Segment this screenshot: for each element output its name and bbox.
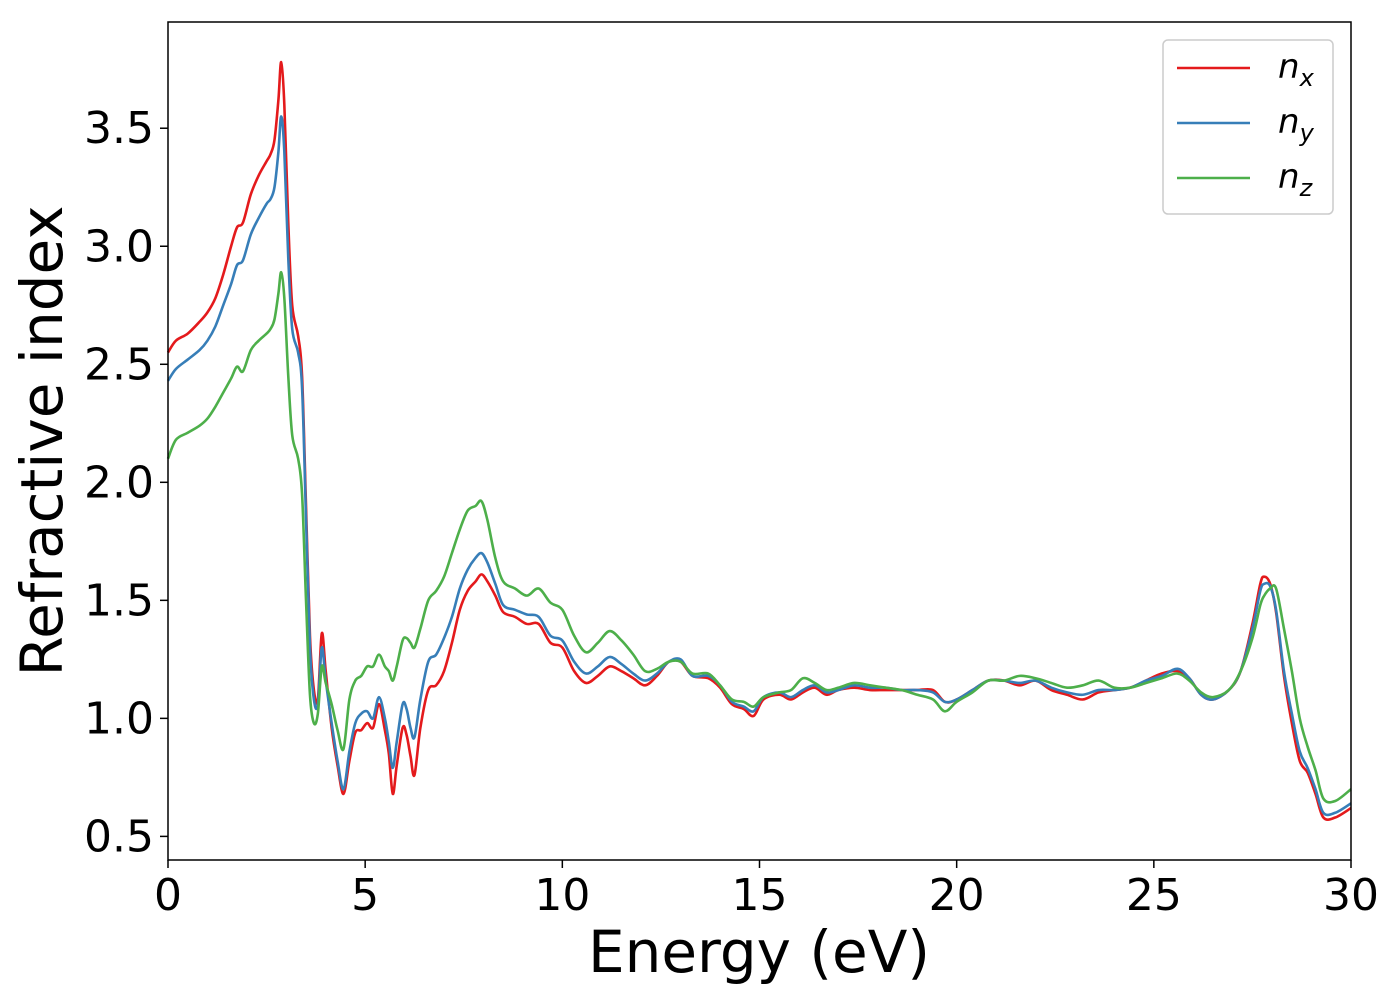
x-tick-label: 5 <box>351 870 379 921</box>
y-tick-label: 1.5 <box>84 575 154 626</box>
x-tick-label: 25 <box>1126 870 1182 921</box>
y-tick-label: 1.0 <box>84 693 154 744</box>
legend-label-z: nz <box>1278 157 1314 202</box>
x-axis: 0 5 10 15 20 25 30 <box>154 860 1379 921</box>
y-tick-label: 0.5 <box>84 811 154 862</box>
x-tick-label: 15 <box>732 870 788 921</box>
x-tick-label: 30 <box>1323 870 1379 921</box>
legend-label-y: ny <box>1278 102 1315 147</box>
legend-box <box>1162 39 1334 215</box>
y-axis: 0.5 1.0 1.5 2.0 2.5 3.0 3.5 <box>84 103 168 862</box>
y-tick-label: 3.0 <box>84 221 154 272</box>
y-tick-label: 3.5 <box>84 103 154 154</box>
series-line-z <box>166 270 1352 804</box>
y-tick-label: 2.5 <box>84 339 154 390</box>
legend-label-x: nx <box>1278 47 1315 92</box>
x-axis-label: Energy (eV) <box>588 918 930 986</box>
y-axis-label: Refractive index <box>8 205 76 676</box>
x-tick-label: 0 <box>154 870 182 921</box>
y-tick-label: 2.0 <box>84 457 154 508</box>
x-tick-label: 20 <box>929 870 985 921</box>
x-tick-label: 10 <box>534 870 590 921</box>
legend: nx ny nz <box>1162 39 1334 215</box>
series-layer <box>166 60 1352 821</box>
